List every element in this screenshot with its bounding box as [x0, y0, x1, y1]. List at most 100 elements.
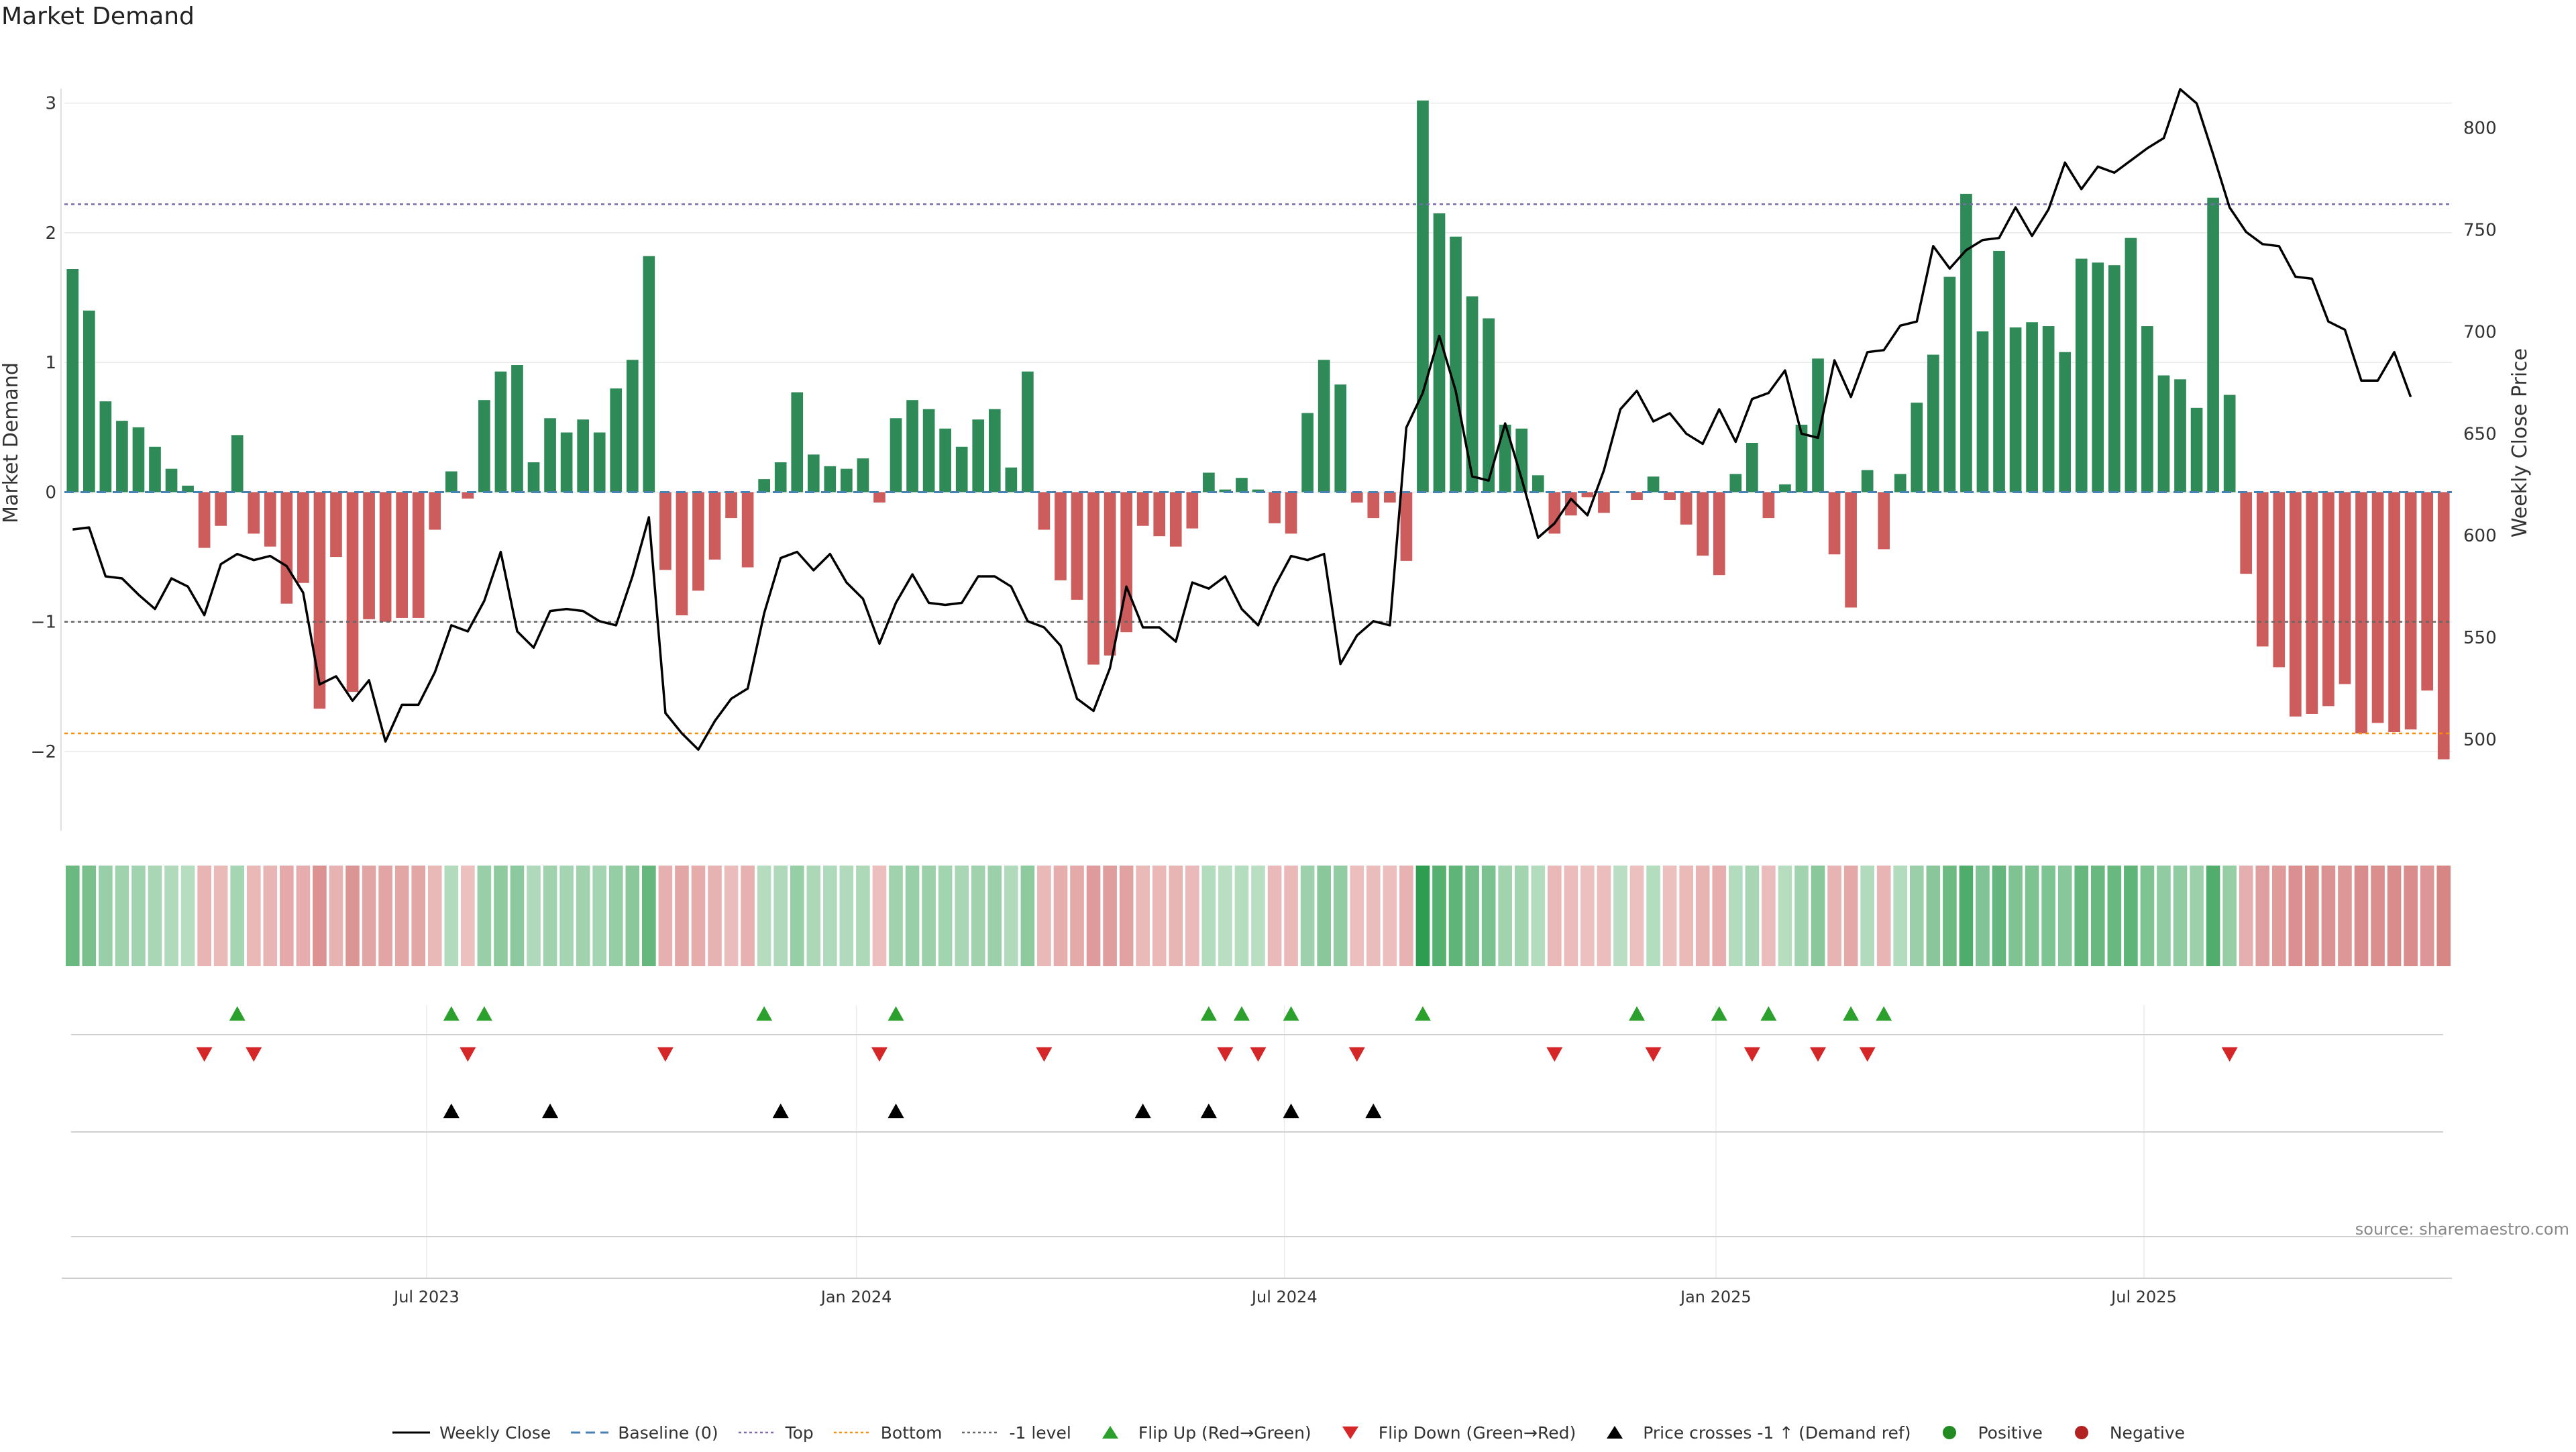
legend-label-price-cross: Price crosses -1 ↑ (Demand ref)	[1643, 1423, 1911, 1443]
legend-label-baseline: Baseline (0)	[618, 1423, 718, 1443]
heat-cell-57	[1004, 866, 1018, 966]
heat-cell-121	[2058, 866, 2072, 966]
demand-bar-138	[2339, 492, 2351, 684]
y-right-tick-label-4: 700	[2463, 322, 2497, 342]
demand-bar-85	[1466, 297, 1479, 492]
demand-bar-20	[396, 492, 408, 617]
flip-up-marker-0	[229, 1006, 246, 1021]
y-right-tick-label-0: 500	[2463, 730, 2497, 750]
demand-bar-97	[1664, 492, 1676, 500]
heat-cell-9	[214, 866, 228, 966]
heat-cell-34	[625, 866, 639, 966]
flip-down-marker-6	[1217, 1047, 1233, 1062]
demand-bar-144	[2438, 492, 2450, 759]
heat-cell-7	[181, 866, 195, 966]
heat-cell-119	[2025, 866, 2039, 966]
demand-bar-43	[775, 462, 787, 492]
heat-cell-90	[1548, 866, 1562, 966]
demand-bar-137	[2322, 492, 2334, 706]
demand-bar-101	[1729, 474, 1741, 492]
heat-cell-103	[1762, 866, 1776, 966]
demand-bar-116	[1977, 331, 1989, 492]
demand-bar-119	[2026, 322, 2038, 492]
flip-up-marker-7	[1283, 1006, 1299, 1021]
legend-item-baseline: Baseline (0)	[570, 1422, 718, 1443]
demand-bar-30	[561, 433, 573, 492]
demand-bar-93	[1598, 492, 1610, 513]
demand-bar-29	[544, 418, 556, 492]
demand-bar-18	[363, 492, 375, 619]
demand-bar-117	[1993, 251, 2005, 492]
heat-cell-0	[66, 866, 80, 966]
demand-bar-17	[347, 492, 359, 692]
source-label: source: sharemaestro.com	[2355, 1220, 2569, 1239]
flip-down-marker-5	[1036, 1047, 1052, 1062]
heat-cell-132	[2239, 866, 2253, 966]
y-right-axis-label: Weekly Close Price	[2508, 348, 2532, 537]
demand-bar-120	[2043, 326, 2055, 492]
legend-item-bottom: Bottom	[833, 1422, 943, 1443]
flip-up-marker-10	[1711, 1006, 1727, 1021]
demand-bar-21	[413, 492, 425, 617]
demand-bar-5	[149, 447, 161, 492]
legend-item-flip-down: Flip Down (Green→Red)	[1330, 1422, 1576, 1443]
heat-cell-65	[1136, 866, 1150, 966]
demand-bar-129	[2191, 408, 2203, 492]
demand-bar-123	[2092, 262, 2104, 492]
heat-cell-4	[131, 866, 146, 966]
heat-cell-25	[478, 866, 492, 966]
heat-cell-1	[83, 866, 97, 966]
heat-cell-94	[1613, 866, 1627, 966]
legend-item-negative: Negative	[2061, 1422, 2185, 1443]
legend-swatch-price-cross	[1595, 1422, 1635, 1443]
heat-cell-117	[1992, 866, 2006, 966]
flip-down-marker-14	[2222, 1047, 2238, 1062]
demand-bar-23	[445, 472, 458, 492]
heat-cell-128	[2174, 866, 2188, 966]
heat-cell-35	[642, 866, 656, 966]
demand-bar-81	[1401, 492, 1413, 560]
heat-cell-20	[395, 866, 409, 966]
legend-swatch-minus-one-level	[961, 1422, 1001, 1443]
heat-cell-67	[1169, 866, 1183, 966]
demand-bar-58	[1022, 372, 1034, 492]
flip-up-marker-6	[1234, 1006, 1250, 1021]
legend-label-top: Top	[786, 1423, 814, 1443]
y-left-axis-label: Market Demand	[0, 362, 23, 523]
demand-bar-2	[100, 401, 112, 492]
heat-cell-140	[2371, 866, 2385, 966]
demand-bar-61	[1071, 492, 1083, 599]
demand-bar-69	[1203, 472, 1215, 492]
demand-bar-124	[2108, 265, 2121, 492]
demand-bar-37	[676, 492, 688, 615]
flip-up-marker-8	[1415, 1006, 1431, 1021]
heat-cell-83	[1432, 866, 1446, 966]
heat-cell-126	[2141, 866, 2155, 966]
heat-cell-123	[2091, 866, 2105, 966]
heat-cell-53	[938, 866, 953, 966]
legend-item-positive: Positive	[1929, 1422, 2042, 1443]
heat-cell-139	[2355, 866, 2369, 966]
heat-cell-138	[2338, 866, 2352, 966]
demand-bar-131	[2224, 395, 2236, 492]
demand-bar-110	[1878, 492, 1890, 549]
demand-bar-44	[791, 393, 803, 492]
flip-up-marker-4	[888, 1006, 904, 1021]
demand-bar-127	[2158, 375, 2170, 492]
flip-up-marker-13	[1876, 1006, 1892, 1021]
demand-bar-36	[659, 492, 672, 570]
heat-cell-42	[757, 866, 771, 966]
heat-cell-30	[559, 866, 574, 966]
flip-up-marker-3	[756, 1006, 772, 1021]
y-right-tick-label-5: 750	[2463, 221, 2497, 241]
demand-bar-75	[1301, 413, 1313, 492]
demand-bar-99	[1697, 492, 1709, 556]
flip-up-marker-11	[1760, 1006, 1776, 1021]
heat-cell-12	[264, 866, 278, 966]
demand-bar-31	[577, 419, 589, 492]
heat-cell-44	[790, 866, 804, 966]
heat-cell-2	[99, 866, 113, 966]
x-tick-label-0: Jul 2023	[392, 1288, 460, 1306]
heat-cell-143	[2420, 866, 2434, 966]
